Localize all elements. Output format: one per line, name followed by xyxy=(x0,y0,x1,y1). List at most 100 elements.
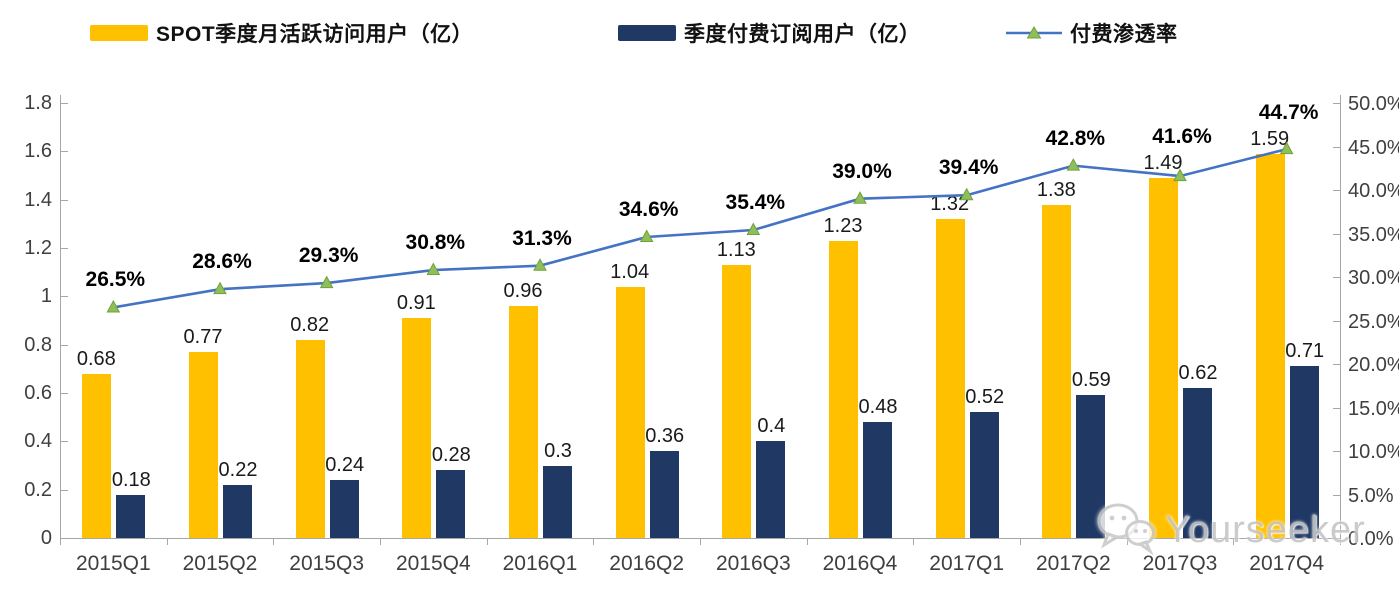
line-point-marker xyxy=(319,275,334,289)
right-axis-tick-label: 5.0% xyxy=(1348,484,1394,507)
bar-subscribers xyxy=(649,451,679,538)
x-axis-category-label: 2016Q1 xyxy=(502,552,578,575)
x-axis-tick xyxy=(913,539,915,545)
left-axis-tick xyxy=(61,344,68,346)
right-axis-tick xyxy=(1333,364,1340,365)
penetration-rate-label: 30.8% xyxy=(405,231,466,255)
x-axis-category-label: 2015Q1 xyxy=(75,552,151,575)
x-axis-category-label: 2016Q4 xyxy=(822,552,898,575)
left-axis-tick-label: 0 xyxy=(40,527,52,549)
bar-subscribers xyxy=(329,480,359,538)
left-axis-tick xyxy=(61,248,68,249)
right-axis-tick-label: 20.0% xyxy=(1348,354,1399,376)
line-point-marker xyxy=(746,222,761,236)
x-axis-tick xyxy=(700,539,701,545)
x-axis-tick xyxy=(1020,539,1021,545)
subscribers-value-label: 0.3 xyxy=(544,439,572,462)
penetration-rate-label: 34.6% xyxy=(618,197,679,221)
bar-subscribers xyxy=(969,412,999,538)
line-point-marker xyxy=(533,258,547,271)
legend-item-subscribers: 季度付费订阅用户（亿） xyxy=(618,18,921,48)
x-axis-category-label: 2016Q2 xyxy=(609,552,685,575)
penetration-rate-label: 29.3% xyxy=(298,244,359,268)
penetration-rate-label: 42.8% xyxy=(1045,126,1106,150)
right-axis-line xyxy=(1340,95,1341,538)
wechat-icon xyxy=(1093,500,1159,561)
left-axis-tick xyxy=(61,441,68,443)
bar-mau xyxy=(1149,177,1178,538)
right-axis-tick xyxy=(1333,538,1340,539)
x-axis-tick xyxy=(166,539,168,545)
watermark: Yourseeker xyxy=(1093,500,1366,561)
right-axis-tick xyxy=(1333,320,1340,322)
mau-value-label: 0.82 xyxy=(290,313,330,336)
right-axis-tick xyxy=(1333,277,1340,278)
penetration-rate-label: 31.3% xyxy=(512,226,572,250)
left-axis-tick xyxy=(61,538,68,539)
x-axis-tick xyxy=(273,539,275,545)
x-axis-tick xyxy=(486,539,488,545)
mau-bar-swatch-icon xyxy=(90,25,148,41)
right-axis-tick-label: 0.0% xyxy=(1348,528,1394,550)
bar-subscribers xyxy=(223,484,252,538)
right-axis-tick xyxy=(1333,407,1340,409)
subscribers-bar-swatch-icon xyxy=(618,25,676,41)
penetration-rate-label: 26.5% xyxy=(85,268,146,292)
right-axis-tick xyxy=(1333,190,1340,191)
mau-value-label: 1.32 xyxy=(930,193,970,215)
mau-value-label: 1.38 xyxy=(1036,178,1076,201)
bar-mau xyxy=(189,351,218,538)
x-axis-category-label: 2017Q4 xyxy=(1249,552,1325,575)
bar-subscribers xyxy=(543,465,572,538)
left-axis-tick-label: 0.6 xyxy=(24,382,52,404)
line-point-marker xyxy=(106,299,121,313)
x-axis-line xyxy=(60,538,1341,539)
right-axis-tick-label: 30.0% xyxy=(1348,267,1399,289)
bar-mau xyxy=(509,306,538,538)
left-axis-tick xyxy=(61,151,68,153)
bar-subscribers xyxy=(756,441,786,538)
subscribers-value-label: 0.18 xyxy=(111,468,151,491)
x-axis-category-label: 2015Q4 xyxy=(395,552,471,575)
x-axis-tick xyxy=(60,539,61,545)
bar-subscribers xyxy=(863,422,892,538)
left-axis-tick-label: 0.2 xyxy=(24,478,52,501)
mau-value-label: 1.59 xyxy=(1250,127,1290,150)
x-axis-tick xyxy=(593,539,595,545)
subscribers-value-label: 0.59 xyxy=(1071,369,1111,392)
penetration-rate-label: 39.4% xyxy=(938,156,999,180)
right-axis-tick-label: 40.0% xyxy=(1348,180,1399,202)
right-axis-tick xyxy=(1333,451,1340,452)
bar-subscribers xyxy=(436,470,466,538)
right-axis-tick xyxy=(1333,146,1340,148)
right-axis-tick xyxy=(1333,103,1340,104)
left-axis-tick-label: 0.8 xyxy=(24,333,52,356)
left-axis-tick-label: 1.6 xyxy=(24,140,52,163)
left-axis-tick-label: 0.4 xyxy=(24,430,52,453)
x-axis-category-label: 2015Q2 xyxy=(182,552,258,575)
left-axis-tick xyxy=(61,296,68,298)
bar-mau xyxy=(615,286,645,538)
subscribers-value-label: 0.28 xyxy=(431,444,471,467)
left-axis-tick-label: 1.2 xyxy=(24,237,52,259)
subscribers-value-label: 0.36 xyxy=(645,425,685,447)
x-axis-tick xyxy=(806,539,808,545)
left-axis-tick xyxy=(61,393,68,394)
right-axis-tick-label: 15.0% xyxy=(1348,397,1399,420)
mau-value-label: 1.49 xyxy=(1143,151,1183,174)
right-axis-tick-label: 35.0% xyxy=(1348,223,1399,246)
bar-mau xyxy=(402,318,432,538)
mau-value-label: 1.23 xyxy=(823,214,863,237)
left-axis-tick xyxy=(61,199,68,201)
mau-value-label: 0.68 xyxy=(76,347,116,370)
subscribers-value-label: 0.62 xyxy=(1178,362,1218,385)
penetration-rate-label: 35.4% xyxy=(725,191,786,215)
bar-mau xyxy=(829,240,858,538)
bar-mau xyxy=(935,219,965,538)
line-point-marker xyxy=(639,229,654,242)
mau-value-label: 1.04 xyxy=(610,260,650,283)
legend-item-penetration: 付费渗透率 xyxy=(1006,18,1178,48)
subscribers-value-label: 0.48 xyxy=(858,396,898,418)
penetration-rate-label: 39.0% xyxy=(832,159,892,183)
penetration-rate-label: 41.6% xyxy=(1152,124,1212,148)
